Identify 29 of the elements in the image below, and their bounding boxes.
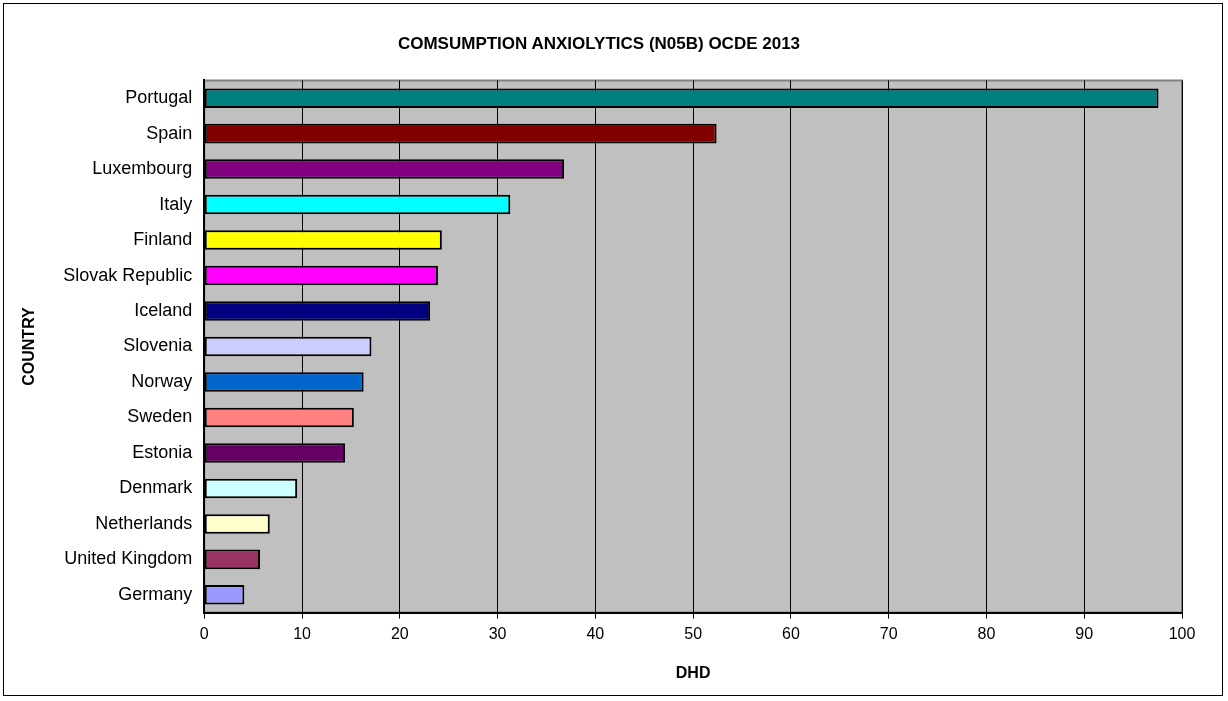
- y-tick-label: Norway: [131, 370, 193, 391]
- x-tick-label: 60: [782, 624, 800, 642]
- x-tick-label: 20: [390, 624, 409, 642]
- x-tick-label: 40: [586, 624, 605, 642]
- y-tick-label: Portugal: [125, 87, 193, 108]
- y-tick-label: Slovenia: [123, 335, 194, 356]
- x-tick-label: 50: [684, 624, 703, 642]
- y-tick-label: Slovak Republic: [63, 264, 193, 285]
- y-tick-label: Iceland: [134, 299, 193, 320]
- x-tick-label: 90: [1075, 624, 1094, 642]
- y-tick-label: United Kingdom: [64, 548, 193, 569]
- y-tick-label: Italy: [159, 193, 193, 214]
- y-tick-label: Luxembourg: [92, 158, 193, 179]
- x-tick-label: 0: [199, 624, 209, 642]
- y-axis-title: COUNTRY: [20, 306, 38, 386]
- x-tick-label: 100: [1168, 624, 1196, 642]
- y-tick-label: Spain: [146, 122, 193, 143]
- x-tick-label: 70: [879, 624, 898, 642]
- y-tick-label: Germany: [118, 583, 193, 604]
- y-tick-label: Denmark: [119, 477, 194, 498]
- y-tick-label: Estonia: [132, 441, 194, 462]
- x-tick-label: 30: [488, 624, 507, 642]
- x-tick-label: 80: [977, 624, 996, 642]
- y-tick-label: Netherlands: [95, 512, 193, 533]
- x-tick-label: 10: [293, 624, 312, 642]
- x-axis-title: DHD: [675, 663, 711, 681]
- y-tick-label: Finland: [133, 229, 193, 250]
- chart-title: COMSUMPTION ANXIOLYTICS (N05B) OCDE 2013: [397, 33, 801, 53]
- y-tick-label: Sweden: [127, 406, 193, 427]
